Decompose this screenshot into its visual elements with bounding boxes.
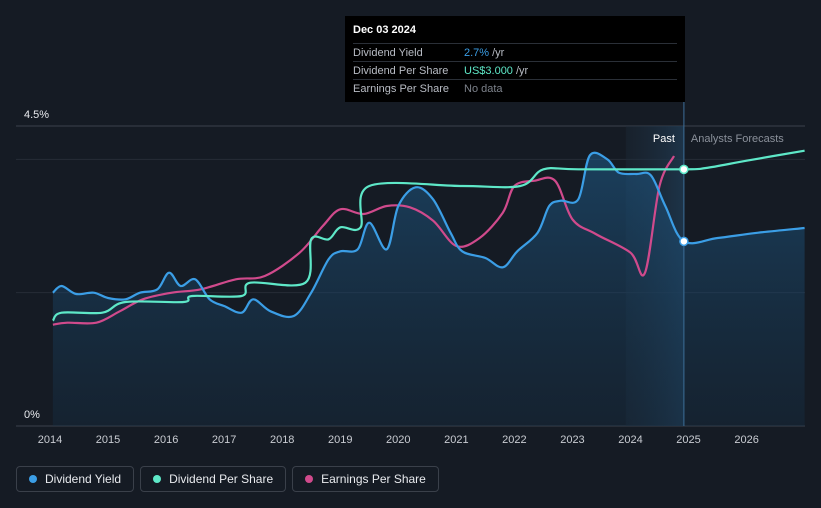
legend-label: Earnings Per Share (321, 472, 426, 486)
tooltip-date: Dec 03 2024 (353, 24, 416, 36)
legend-dot-icon (153, 475, 162, 483)
legend-label: Dividend Yield (45, 472, 122, 486)
tooltip-value: No data (464, 82, 503, 95)
past-label: Past (653, 133, 675, 145)
x-tick-label: 2018 (270, 434, 294, 446)
tooltip-row-dividend-per-share: Dividend Per Share US$3.000 /yr (353, 61, 677, 79)
legend-item-earnings-per-share[interactable]: Earnings Per Share (292, 466, 439, 492)
x-tick-label: 2021 (444, 434, 468, 446)
x-tick-label: 2025 (676, 434, 700, 446)
x-tick-label: 2019 (328, 434, 352, 446)
dividend-per-share-marker (679, 164, 689, 175)
tooltip-row-dividend-yield: Dividend Yield 2.7% /yr (353, 43, 677, 61)
y-axis-bottom-label: 0% (24, 409, 40, 421)
tooltip-label: Dividend Yield (353, 46, 423, 59)
legend-dot-icon (305, 475, 314, 483)
x-tick-label: 2026 (734, 434, 758, 446)
earnings-per-share-line (52, 155, 675, 326)
dividend-yield-area (52, 152, 805, 426)
x-tick-label: 2023 (560, 434, 584, 446)
chart-legend: Dividend Yield Dividend Per Share Earnin… (16, 466, 439, 492)
dividend-yield-marker (679, 236, 689, 247)
tooltip-unit: /yr (492, 46, 505, 59)
legend-dot-icon (29, 475, 37, 483)
x-tick-label: 2014 (38, 434, 62, 446)
dividend-per-share-line (51, 149, 805, 322)
forecast-label: Analysts Forecasts (691, 133, 784, 145)
y-axis-top-label: 4.5% (24, 109, 49, 121)
tooltip-value: 2.7% (464, 46, 490, 59)
x-tick-label: 2020 (386, 434, 410, 446)
legend-item-dividend-yield[interactable]: Dividend Yield (16, 466, 135, 492)
legend-item-dividend-per-share[interactable]: Dividend Per Share (140, 466, 287, 492)
x-tick-label: 2017 (212, 434, 236, 446)
x-tick-label: 2016 (154, 434, 178, 446)
legend-label: Dividend Per Share (169, 472, 274, 486)
tooltip-label: Dividend Per Share (353, 64, 449, 77)
x-tick-label: 2015 (96, 434, 120, 446)
tooltip-row-earnings-per-share: Earnings Per Share No data (353, 79, 677, 97)
tooltip-label: Earnings Per Share (353, 82, 449, 95)
x-tick-label: 2022 (502, 434, 526, 446)
chart-tooltip: Dec 03 2024 Dividend Yield 2.7% /yr Divi… (345, 16, 685, 102)
tooltip-unit: /yr (515, 64, 529, 77)
x-tick-label: 2024 (618, 434, 642, 446)
tooltip-value: US$3.000 (464, 64, 513, 77)
